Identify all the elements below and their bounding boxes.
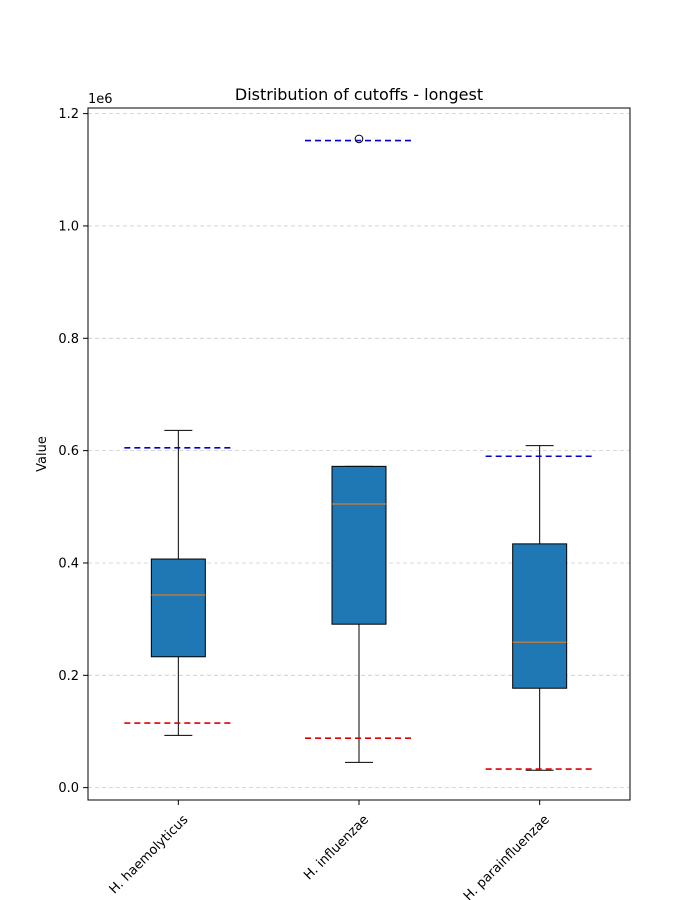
y-tick-label: 0.8	[58, 332, 79, 347]
y-tick-label: 1.2	[58, 107, 79, 122]
outlier-point	[354, 134, 364, 144]
box-group	[485, 445, 594, 771]
y-axis-label: Value	[35, 436, 50, 472]
y-tick-label: 0.2	[58, 669, 79, 684]
box-group	[305, 134, 413, 763]
iqr-box	[331, 465, 387, 625]
y-tick-label: 0.0	[58, 781, 79, 796]
plot-layer	[124, 134, 594, 771]
y-axis-offset-label: 1e6	[88, 92, 113, 107]
iqr-box	[512, 543, 568, 689]
x-tick-label: H. parainfluenzae	[461, 812, 553, 900]
x-tick-label: H. influenzae	[301, 812, 372, 883]
y-tick-label: 1.0	[58, 219, 79, 234]
chart-title: Distribution of cutoffs - longest	[235, 85, 483, 104]
y-tick-label: 0.4	[58, 556, 79, 571]
y-tick-label: 0.6	[58, 444, 79, 459]
x-tick-label: H. haemolyticus	[107, 812, 192, 897]
box-group	[124, 429, 233, 736]
iqr-box	[150, 558, 206, 658]
